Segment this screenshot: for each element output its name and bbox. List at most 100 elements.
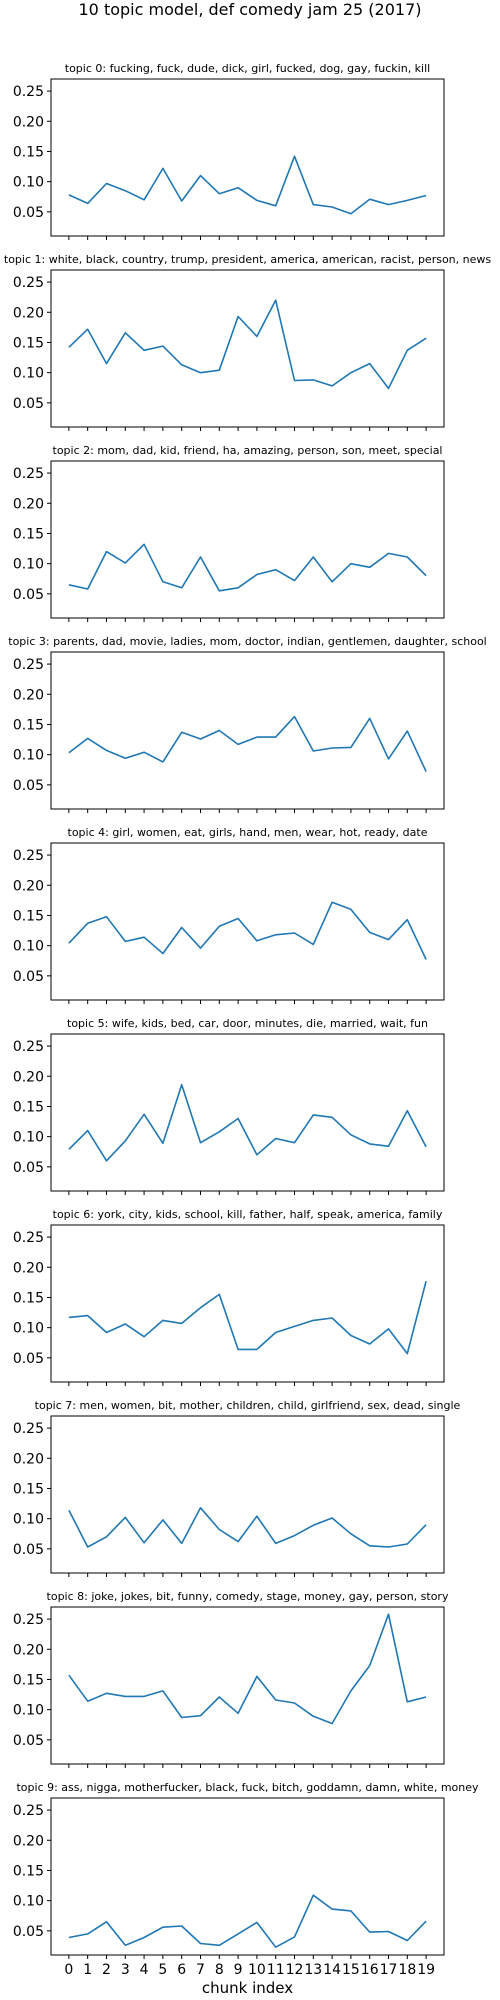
data-point [68,752,70,754]
subplot-title: topic 6: york, city, kids, school, kill,… [53,1208,443,1221]
data-point [387,1145,389,1147]
data-point [256,199,258,201]
data-point [105,1692,107,1694]
data-point [237,1540,239,1542]
x-tick-label: 15 [342,1962,360,1978]
data-point [275,1946,277,1948]
data-point [162,761,164,763]
subplot-topic-5: topic 5: wife, kids, bed, car, door, min… [13,1017,445,1195]
y-tick-label: 0.20 [13,305,44,321]
data-point [143,1542,145,1544]
subplot-title: topic 8: joke, jokes, bit, funny, comedy… [47,1590,449,1603]
y-tick-label: 0.10 [13,175,44,191]
y-tick-label: 0.25 [13,275,44,291]
data-point [199,174,201,176]
series-line-topic-8 [68,1613,427,1725]
x-tick-label: 18 [398,1962,416,1978]
y-tick-label: 0.20 [13,878,44,894]
data-point [199,738,201,740]
data-point [87,328,89,330]
y-tick-label: 0.15 [13,908,44,924]
data-point [162,1519,164,1521]
x-tick-label: 3 [121,1962,130,1978]
data-point [293,1534,295,1536]
figure-title: 10 topic model, def comedy jam 25 (2017) [78,0,422,19]
data-point [387,1613,389,1615]
data-point [293,155,295,157]
data-point [218,193,220,195]
data-point [369,931,371,933]
x-tick-label: 5 [158,1962,167,1978]
data-point [87,1129,89,1131]
data-point [369,1545,371,1547]
data-point [87,1546,89,1548]
data-point [237,1117,239,1119]
data-point [387,1546,389,1548]
data-point [181,364,183,366]
y-tick-label: 0.20 [13,496,44,512]
data-point [275,205,277,207]
data-point [199,556,201,558]
data-point [406,1110,408,1112]
x-tick-label: 9 [234,1962,243,1978]
y-tick-label: 0.15 [13,526,44,542]
data-point [275,569,277,571]
x-tick-label: 2 [102,1962,111,1978]
data-point [350,213,352,215]
data-point [199,947,201,949]
y-tick-label: 0.15 [13,1672,44,1688]
data-point [181,587,183,589]
data-point [275,736,277,738]
y-tick-label: 0.20 [13,1451,44,1467]
data-point [312,943,314,945]
data-point [181,1716,183,1718]
data-point [237,587,239,589]
data-point [237,315,239,317]
data-point [387,387,389,389]
data-point [237,743,239,745]
data-point [350,908,352,910]
y-tick-label: 0.25 [13,1421,44,1437]
data-point [124,940,126,942]
data-point [312,379,314,381]
subplot-topic-4: topic 4: girl, women, eat, girls, hand, … [13,826,445,1004]
data-point [181,200,183,202]
data-point [68,346,70,348]
series-line-topic-7 [68,1507,427,1548]
x-tick-label: 12 [286,1962,304,1978]
data-point [387,1328,389,1330]
x-tick-label: 14 [323,1962,341,1978]
data-point [425,958,427,960]
data-point [369,1343,371,1345]
data-point [199,1942,201,1944]
data-point [124,332,126,334]
data-point [256,1921,258,1923]
data-point [406,349,408,351]
data-point [162,1926,164,1928]
data-point [162,345,164,347]
y-tick-label: 0.05 [13,778,44,794]
data-point [387,938,389,940]
data-point [293,1702,295,1704]
data-point [275,1542,277,1544]
x-tick-label: 10 [248,1962,266,1978]
data-point [387,1930,389,1932]
y-tick-label: 0.25 [13,1803,44,1819]
data-point [143,751,145,753]
data-point [331,581,333,583]
data-point [350,1334,352,1336]
data-point [181,1542,183,1544]
data-point [237,187,239,189]
data-point [256,335,258,337]
data-point [143,1113,145,1115]
data-point [369,198,371,200]
subplot-topic-9: topic 9: ass, nigga, motherfucker, black… [13,1781,479,1997]
axes-frame [50,1797,445,1956]
axes-frame [50,78,445,237]
data-point [312,750,314,752]
data-point [124,757,126,759]
y-tick-label: 0.20 [13,1069,44,1085]
data-point [162,581,164,583]
y-tick-label: 0.20 [13,1260,44,1276]
data-point [275,934,277,936]
